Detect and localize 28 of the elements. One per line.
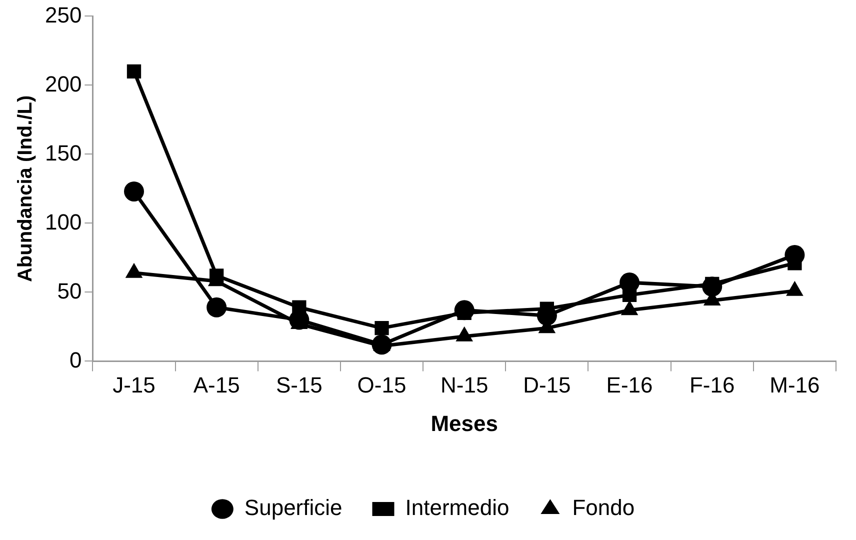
y-tick-label: 250: [44, 2, 82, 28]
y-tick-label: 50: [57, 278, 82, 304]
point: [206, 297, 227, 318]
x-tick-label: S-15: [276, 372, 322, 398]
point: [126, 64, 142, 78]
x-tick-label: A-15: [193, 372, 240, 398]
x-axis-title: Meses: [430, 410, 498, 436]
x-tick-label: M-16: [770, 372, 820, 398]
x-tick-label: D-15: [523, 372, 571, 398]
point: [372, 334, 392, 355]
x-tick-label: E-16: [606, 372, 653, 398]
y-tick-label: 0: [69, 347, 82, 372]
y-tick-label: 100: [44, 209, 82, 234]
y-axis-title: Abundancia (Ind./L): [14, 95, 37, 282]
point: [374, 321, 389, 336]
legend-label: Superficie: [244, 495, 342, 520]
point: [454, 300, 474, 320]
y-tick-label: 150: [44, 140, 82, 166]
x-tick-label: F-16: [689, 372, 735, 398]
x-tick-label: O-15: [357, 372, 406, 398]
y-tick-label: 200: [44, 71, 82, 96]
point: [210, 268, 224, 283]
point: [702, 276, 722, 297]
legend-label: Fondo: [572, 495, 635, 520]
x-tick-label: J-15: [112, 372, 156, 398]
legend-label: Intermedio: [405, 495, 510, 520]
x-tick-label: N-15: [440, 372, 488, 398]
point: [124, 181, 144, 202]
